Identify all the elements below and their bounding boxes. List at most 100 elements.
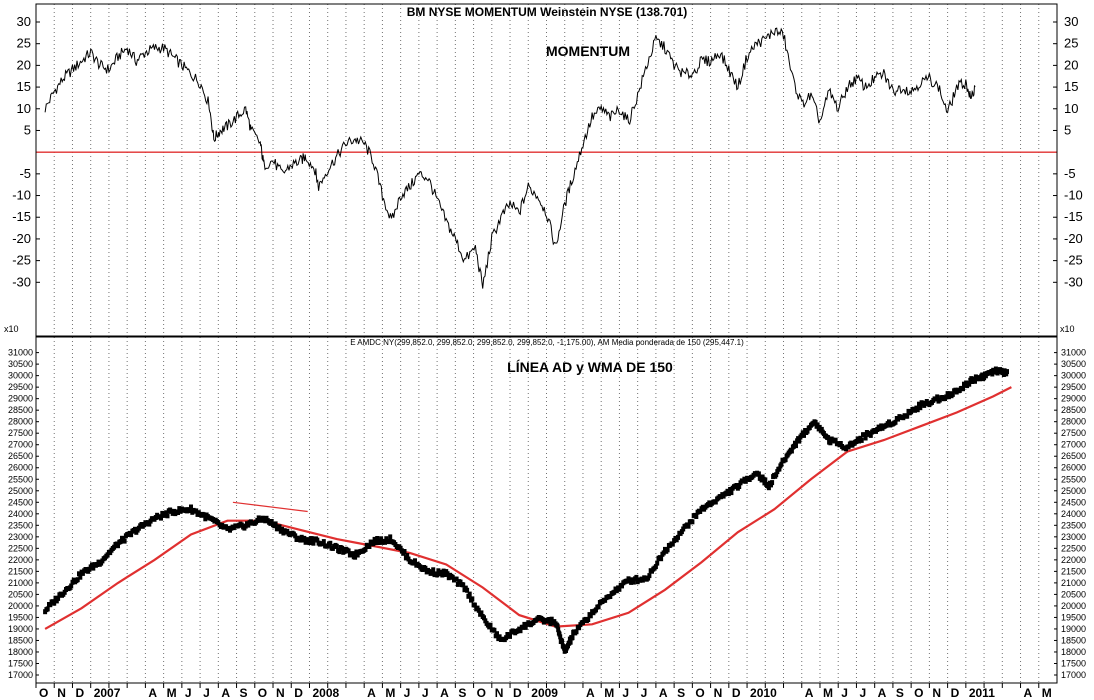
- ad-point: [523, 624, 528, 630]
- ad-point: [915, 407, 920, 413]
- ad-line-ytick-label: 26500: [8, 451, 33, 461]
- momentum-ytick-label: 15: [17, 79, 31, 94]
- momentum-series-line: [44, 27, 976, 289]
- ad-line-ytick-label: 18500: [1061, 635, 1086, 645]
- ad-point: [479, 610, 484, 616]
- ad-point: [661, 550, 666, 556]
- momentum-chart-title: BM NYSE MOMENTUM Weinstein NYSE (138.701…: [407, 5, 688, 19]
- ad-point: [560, 639, 565, 645]
- ad-point: [789, 448, 794, 454]
- month-label: S: [896, 686, 904, 700]
- ad-point: [280, 526, 285, 532]
- month-label: J: [841, 686, 848, 700]
- momentum-multiplier-right: x10: [1060, 324, 1075, 334]
- ad-line-ytick-label: 28500: [1061, 405, 1086, 415]
- ad-point: [413, 558, 417, 564]
- ad-point: [406, 556, 411, 562]
- month-label: O: [39, 686, 48, 700]
- ad-point: [455, 581, 460, 587]
- month-label: A: [878, 686, 887, 700]
- ad-point: [679, 529, 684, 535]
- momentum-ytick-label: 10: [17, 101, 31, 116]
- ad-point: [435, 572, 440, 578]
- ad-point: [454, 576, 459, 582]
- ad-point: [164, 510, 169, 516]
- ad-point: [596, 604, 601, 610]
- ad-point: [337, 549, 342, 555]
- ad-line-ytick-label: 30500: [1061, 359, 1086, 369]
- ad-point: [467, 591, 472, 597]
- month-label: J: [641, 686, 648, 700]
- momentum-panel: [36, 27, 1057, 289]
- ad-point: [588, 613, 593, 619]
- ad-line-ytick-label: 19000: [8, 624, 33, 634]
- ad-line-panel: [43, 366, 1012, 654]
- ad-point: [202, 512, 206, 518]
- ad-point: [967, 381, 972, 387]
- month-label: A: [586, 686, 595, 700]
- ad-point: [45, 606, 50, 612]
- ad-point: [78, 574, 83, 580]
- ad-line-ytick-label: 27000: [8, 440, 33, 450]
- ad-point: [177, 506, 182, 512]
- ad-point: [800, 430, 805, 436]
- ad-point: [905, 413, 910, 419]
- ad-point: [893, 419, 898, 425]
- momentum-ytick-label: -15: [1064, 209, 1083, 224]
- ad-point: [766, 485, 771, 491]
- ad-line-ytick-label: 31000: [8, 348, 33, 358]
- ad-point: [791, 443, 796, 449]
- momentum-ytick-label: -25: [12, 253, 31, 268]
- ad-point: [293, 533, 298, 539]
- ad-point: [521, 624, 526, 630]
- ad-point: [729, 490, 734, 496]
- ad-line-ytick-label: 19500: [8, 612, 33, 622]
- ad-point: [737, 484, 742, 489]
- ad-line-ytick-label: 26500: [1061, 451, 1086, 461]
- ad-point: [189, 504, 193, 510]
- ad-point: [862, 432, 867, 438]
- ad-line-ytick-label: 29500: [1061, 382, 1086, 392]
- momentum-frame: [35, 3, 1058, 337]
- ad-point: [594, 607, 598, 613]
- month-label: D: [294, 686, 303, 700]
- ad-line-ytick-label: 25000: [1061, 486, 1086, 496]
- momentum-grid: [53, 4, 1040, 336]
- month-label: J: [422, 686, 429, 700]
- divergence-line: [232, 501, 308, 513]
- ad-point: [620, 583, 624, 589]
- ad-line-ytick-label: 17500: [1061, 658, 1086, 668]
- ad-point: [634, 574, 639, 580]
- ad-point: [574, 629, 579, 635]
- ad-point: [1002, 368, 1007, 374]
- ad-point: [372, 536, 377, 542]
- ad-point: [854, 439, 859, 444]
- ad-line-ytick-label: 25500: [8, 474, 33, 484]
- momentum-ytick-label: -25: [1064, 253, 1083, 268]
- ad-point: [698, 509, 703, 514]
- month-label: N: [714, 686, 723, 700]
- ad-point: [122, 538, 127, 544]
- ad-point: [187, 508, 192, 514]
- ad-point: [877, 426, 882, 432]
- ad-point: [817, 424, 822, 430]
- momentum-ytick-label: 25: [17, 36, 31, 51]
- ad-point: [783, 457, 788, 463]
- momentum-ytick-label: -10: [12, 188, 31, 203]
- ad-point: [62, 589, 67, 595]
- ad-point: [857, 438, 862, 444]
- ad-line-ytick-label: 18500: [8, 635, 33, 645]
- ad-point: [269, 519, 274, 524]
- month-label: O: [914, 686, 923, 700]
- ad-point: [405, 553, 410, 558]
- ad-line-ytick-label: 20500: [1061, 589, 1086, 599]
- ad-line-ytick-label: 25500: [1061, 474, 1086, 484]
- ad-point: [797, 438, 802, 444]
- ad-line-ytick-label: 30000: [1061, 371, 1086, 381]
- month-label: A: [1024, 686, 1033, 700]
- momentum-ytick-label: 30: [17, 14, 31, 29]
- ad-point: [439, 569, 443, 575]
- ad-point: [442, 572, 447, 577]
- ad-line-ytick-label: 30000: [8, 371, 33, 381]
- ad-point: [945, 391, 950, 397]
